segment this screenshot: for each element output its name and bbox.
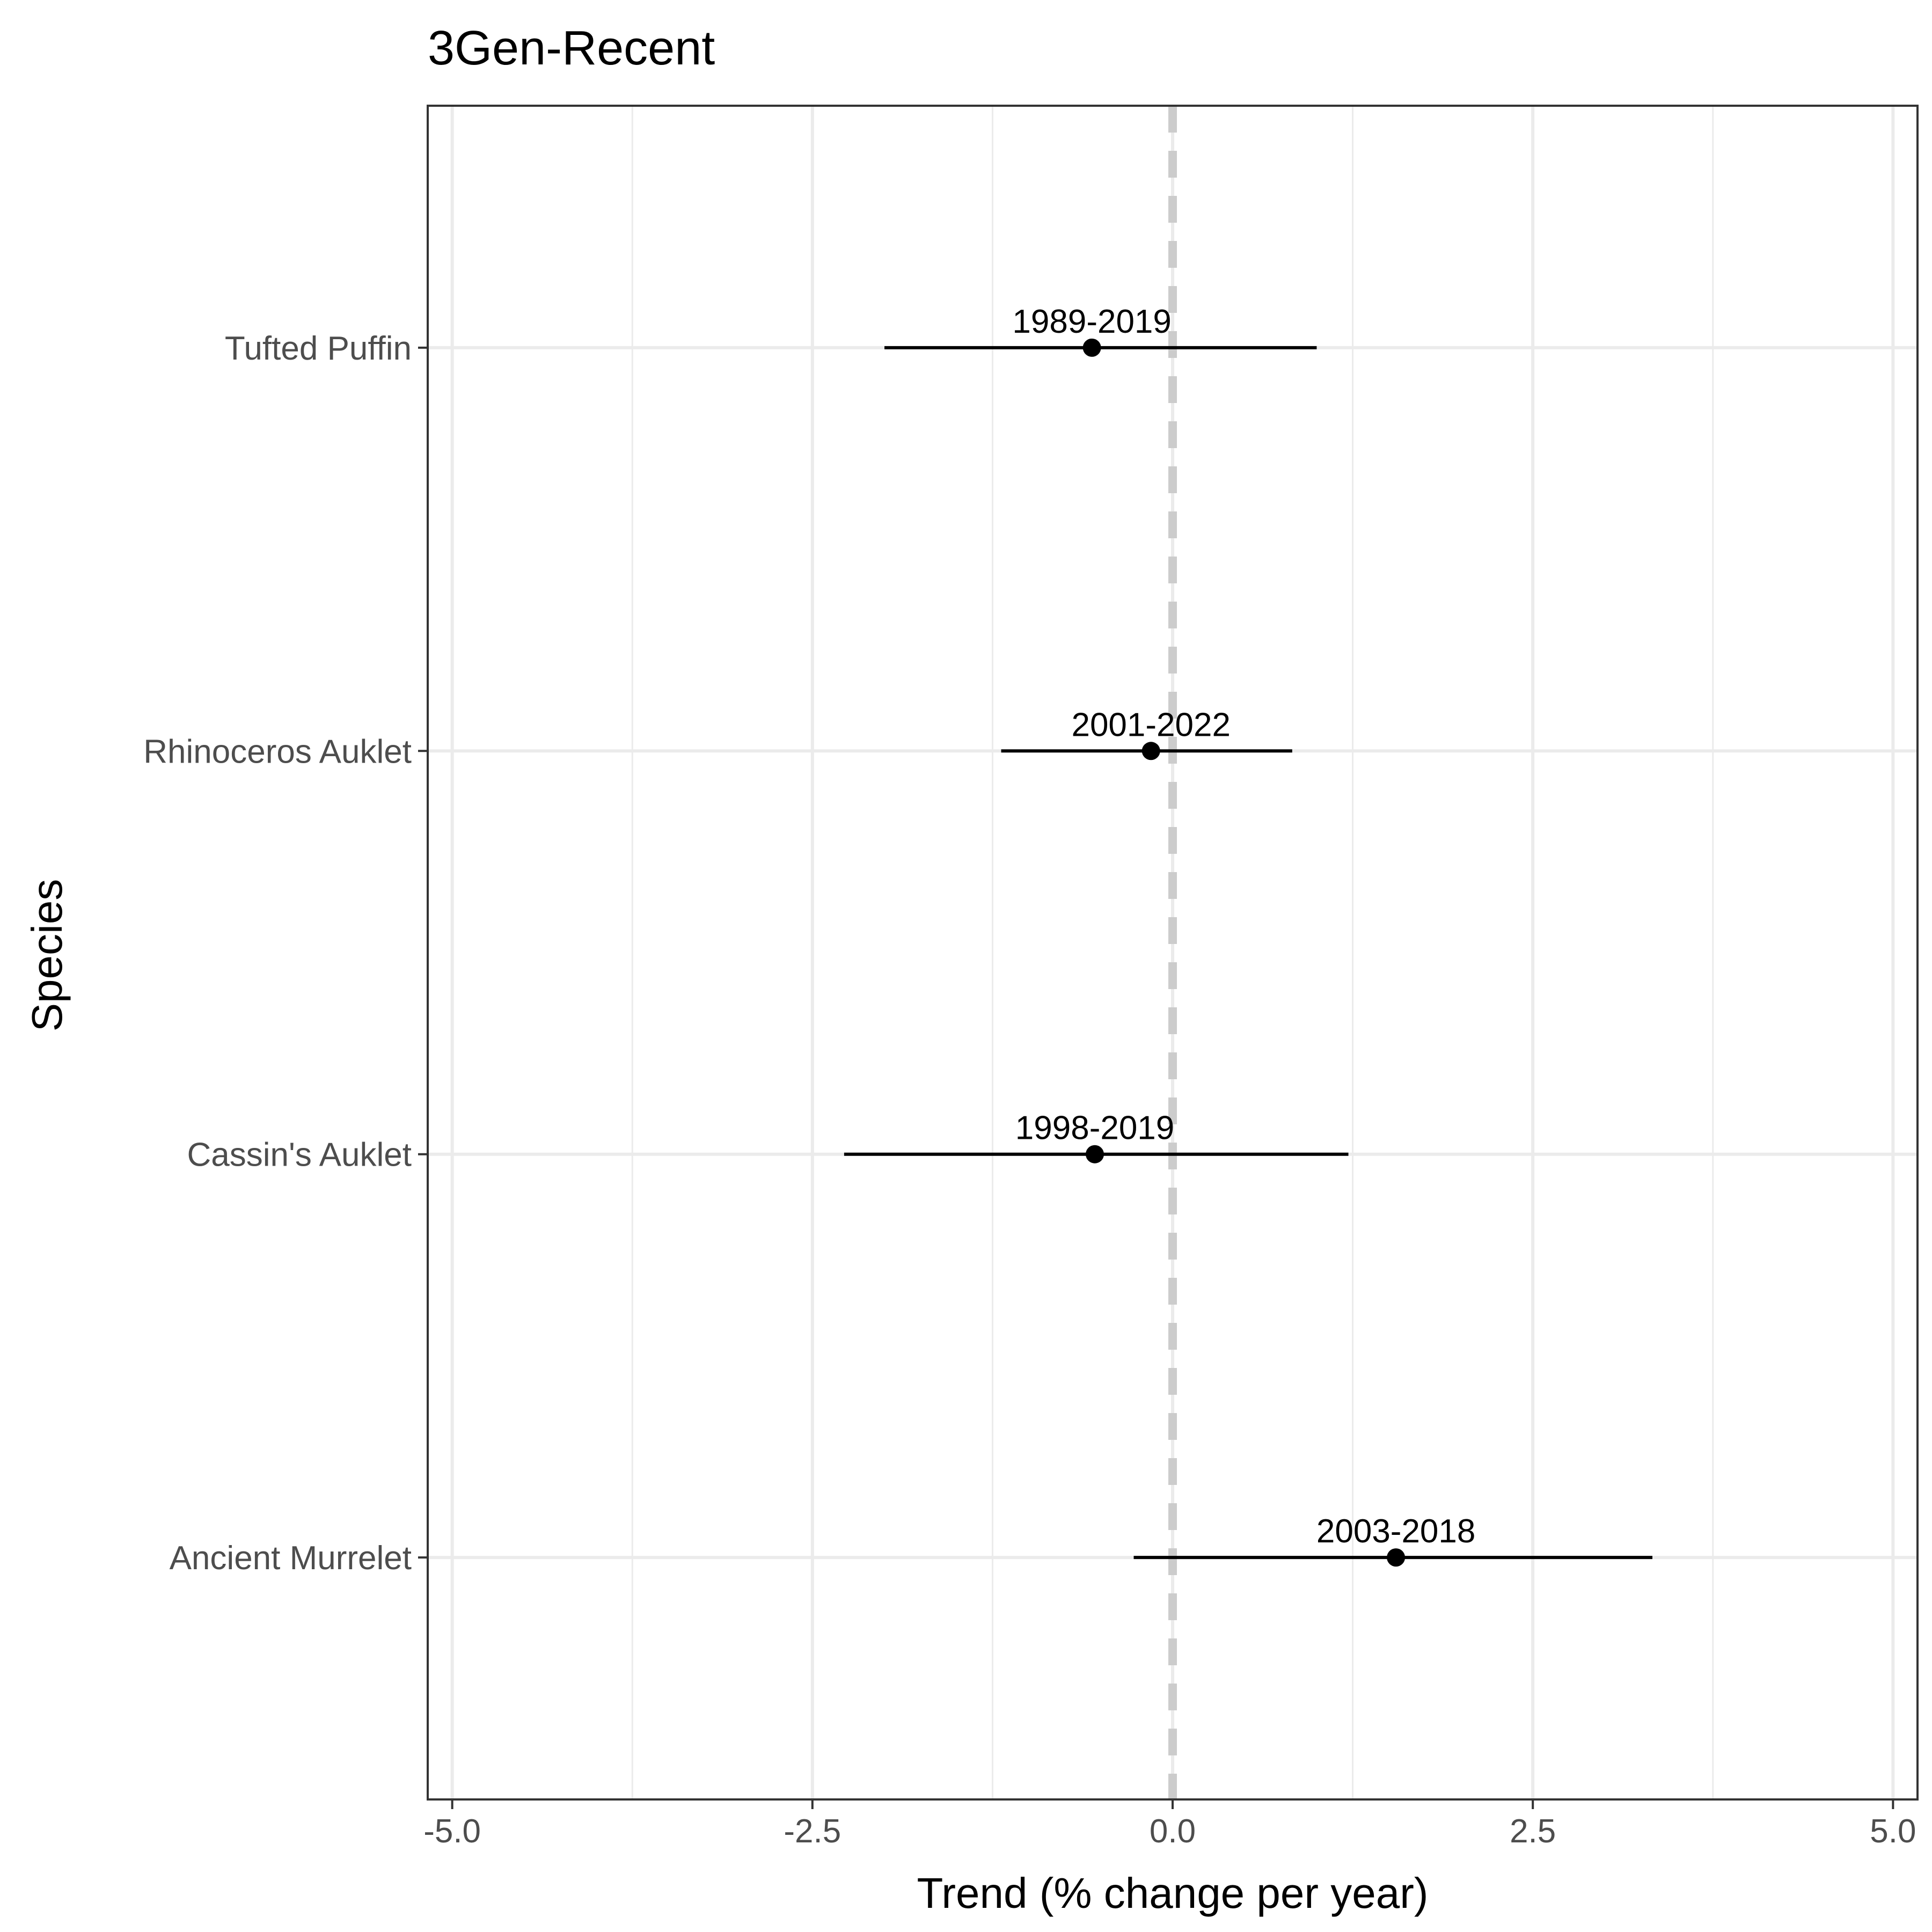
data-point [1387,1548,1406,1567]
y-tick-label: Tufted Puffin [225,330,412,367]
point-label: 2001-2022 [1071,706,1231,743]
x-axis-ticks: -5.0 -2.5 0.0 2.5 5.0 [423,1799,1916,1850]
y-axis-title: Species [23,879,71,1032]
y-tick-label: Cassin's Auklet [187,1137,412,1174]
error-bars [844,346,1653,1560]
x-tick-label: 5.0 [1870,1813,1916,1850]
x-axis-title: Trend (% change per year) [917,1869,1428,1917]
y-tick-label: Ancient Murrelet [170,1540,412,1577]
x-tick-label: 0.0 [1150,1813,1196,1850]
chart-title: 3Gen-Recent [428,21,715,75]
data-point [1086,1145,1104,1163]
point-label: 1989-2019 [1012,303,1172,340]
y-axis-ticks: Tufted Puffin Rhinoceros Auklet Cassin's A… [143,330,428,1577]
y-tick-label: Rhinoceros Auklet [143,733,412,770]
point-label: 2003-2018 [1316,1513,1476,1550]
data-point [1082,338,1101,357]
point-label: 1998-2019 [1015,1110,1175,1147]
x-tick-label: -2.5 [784,1813,841,1850]
x-tick-label: 2.5 [1510,1813,1556,1850]
point-labels: 1989-2019 2001-2022 1998-2019 2003-2018 [1012,303,1475,1550]
x-tick-label: -5.0 [423,1813,481,1850]
data-points [1082,338,1406,1567]
major-gridlines [428,106,1918,1799]
minor-gridlines [631,106,1714,1799]
data-point [1141,742,1160,760]
